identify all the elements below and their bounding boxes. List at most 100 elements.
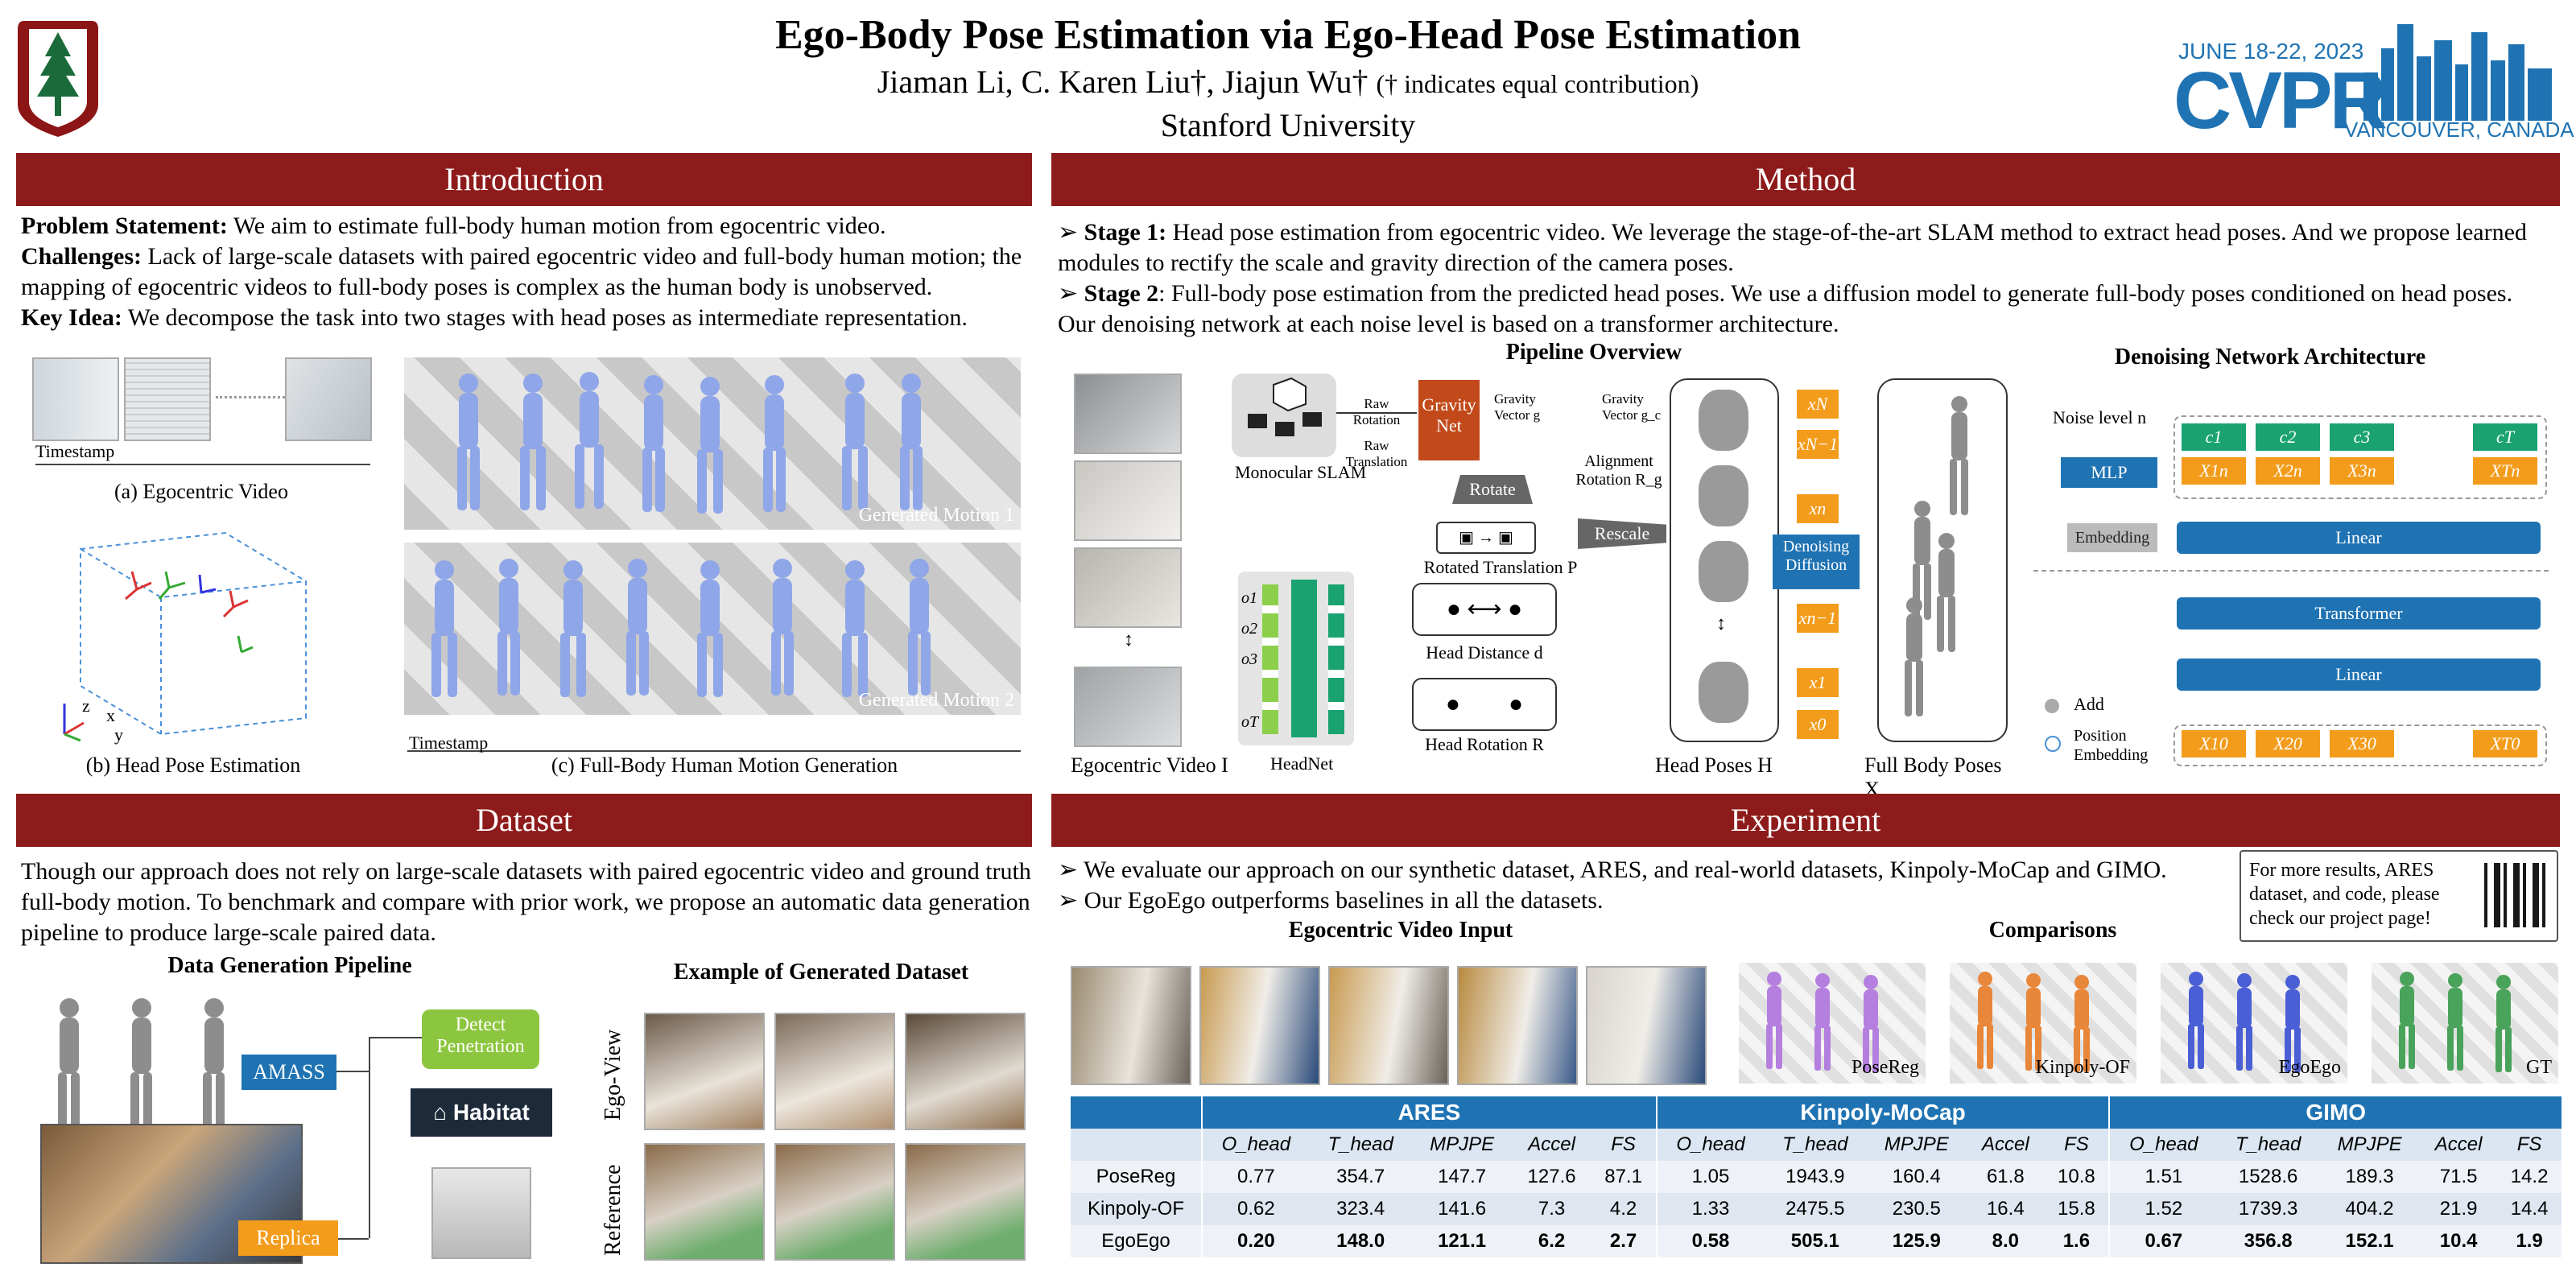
conf-name: CVPR <box>2174 56 2388 146</box>
caption-head-pose: (b) Head Pose Estimation <box>85 753 301 777</box>
gravity-net-box: Gravity Net <box>1418 380 1480 460</box>
table-cell: 71.5 <box>2420 1161 2498 1193</box>
row-method-name: EgoEgo <box>1071 1225 1202 1257</box>
video-frame <box>32 357 119 441</box>
data-gen-pipeline-title: Data Generation Pipeline <box>167 953 412 978</box>
challenges-label: Challenges: <box>21 243 142 270</box>
head-arrow: ↕ <box>1716 613 1726 634</box>
habitat-icon: ⌂ <box>433 1100 448 1125</box>
group-gimo: GIMO <box>2108 1096 2562 1129</box>
pipeline-diagram: ↕ Egocentric Video I Monocular SLAM Raw … <box>1063 369 2013 801</box>
keyidea-text: We decompose the task into two stages wi… <box>122 304 968 331</box>
cond-token-c1: c1 <box>2182 423 2246 451</box>
stage1-text: Head pose estimation from egocentric vid… <box>1058 219 2527 276</box>
table-cell: 10.8 <box>2044 1161 2110 1193</box>
rotate-box: Rotate <box>1452 475 1533 504</box>
clean-token-2: X20 <box>2256 730 2320 758</box>
table-cell: 61.8 <box>1967 1161 2045 1193</box>
problem-label: Problem Statement: <box>21 213 228 239</box>
obs-o3: o3 <box>1241 650 1257 668</box>
table-cell: 141.6 <box>1411 1193 1513 1225</box>
body-figure <box>2074 975 2090 1072</box>
noise-level-label: Noise level n <box>2053 407 2147 427</box>
metric-header: FS <box>2044 1129 2110 1161</box>
headnet-label: HeadNet <box>1270 753 1334 774</box>
comparison-label-kinpoly: Kinpoly-OF <box>2035 1057 2130 1078</box>
body-figure <box>1814 973 1831 1071</box>
table-cell: 16.4 <box>1967 1193 2045 1225</box>
generated-motion-2: Generated Motion 2 <box>404 543 1021 715</box>
table-cell: 505.1 <box>1764 1225 1867 1257</box>
table-cell: 1.52 <box>2108 1193 2218 1225</box>
experiment-bullet-2: Our EgoEgo outperforms baselines in all … <box>1058 886 2233 916</box>
token-xn-1: xn−1 <box>1797 604 1839 633</box>
mlp-box: MLP <box>2061 457 2157 488</box>
head-distance-box: ● ⟷ ● <box>1412 583 1557 636</box>
token-xN: xN <box>1797 390 1839 419</box>
head-poses-box: ↕ <box>1670 378 1779 742</box>
table-corner <box>1071 1096 1202 1129</box>
linear-top-box: Linear <box>2177 522 2541 554</box>
stage2-bullet: Stage 2: Full-body pose estimation from … <box>1058 279 2552 340</box>
ego-input-frame <box>1328 966 1449 1085</box>
keyidea-label: Key Idea: <box>21 304 122 331</box>
comparison-label-posereg: PoseReg <box>1852 1057 1919 1078</box>
ego-frame <box>1074 547 1182 628</box>
reference-label: Reference <box>601 1164 625 1256</box>
comparison-panel-posereg: PoseReg <box>1739 963 1926 1084</box>
comparison-panel-gt: GT <box>2372 963 2558 1084</box>
token-xn: xn <box>1797 494 1839 523</box>
caption-motion-generation: (c) Full-Body Human Motion Generation <box>551 753 898 777</box>
example-grid <box>644 1013 1030 1262</box>
head-shape <box>1699 662 1748 723</box>
stage1-label: Stage 1: <box>1084 219 1167 246</box>
transformer-box: Transformer <box>2177 597 2541 630</box>
table-cell: 6.2 <box>1512 1225 1591 1257</box>
axis-y-label: y <box>114 724 123 745</box>
example-dataset-title: Example of Generated Dataset <box>673 960 969 985</box>
noisy-token-3: X3n <box>2330 457 2394 485</box>
table-cell: 152.1 <box>2319 1225 2421 1257</box>
qr-text: For more results, ARES dataset, and code… <box>2249 860 2440 929</box>
denoising-diffusion-box: Denoising Diffusion <box>1773 535 1860 589</box>
ego-input-title: Egocentric Video Input <box>1288 918 1513 943</box>
timestamp-axis-c <box>407 750 1021 752</box>
headnet-out-col <box>1328 584 1344 734</box>
noisy-token-T: XTn <box>2473 457 2537 485</box>
legend-add-label: Add <box>2074 694 2104 714</box>
equal-contribution-note: († indicates equal contribution) <box>1376 69 1699 98</box>
head-shape <box>1699 390 1748 451</box>
clean-token-T: XT0 <box>2473 730 2537 758</box>
token-x0: x0 <box>1797 710 1839 739</box>
table-cell: 1528.6 <box>2217 1161 2320 1193</box>
table-row: Kinpoly-OF 0.62 323.4 141.6 7.3 4.2 1.33 2475.5… <box>1071 1193 2562 1225</box>
body-figure <box>1863 975 1879 1072</box>
raw-translation-label: Raw Translation <box>1345 438 1408 469</box>
poster-title: Ego-Body Pose Estimation via Ego-Head Po… <box>774 12 1802 58</box>
clean-token-3: X30 <box>2330 730 2394 758</box>
body-figure <box>2399 972 2415 1069</box>
video-frame <box>124 357 211 441</box>
cond-tokens-group <box>2174 415 2547 499</box>
kinpoly-figures <box>1977 972 2090 1072</box>
frame-gap-dots <box>216 396 290 398</box>
conf-dates: JUNE 18-22, 2023 <box>2178 39 2364 64</box>
camera-pair-box: ▣ → ▣ <box>1436 522 1536 554</box>
experiment-bullet-1: We evaluate our approach on our syntheti… <box>1058 855 2233 886</box>
reference-image <box>905 1143 1026 1261</box>
affiliation: Stanford University <box>1160 107 1416 143</box>
stage1-bullet: Stage 1: Head pose estimation from egoce… <box>1058 217 2552 279</box>
video-frame <box>285 357 372 441</box>
section-experiment: Experiment <box>1051 794 2560 847</box>
ego-input-frames <box>1071 966 1707 1085</box>
author-names: Jiaman Li, C. Karen Liu†, Jiajun Wu† <box>877 64 1368 100</box>
table-cell: 87.1 <box>1591 1161 1657 1193</box>
table-cell: 7.3 <box>1512 1193 1591 1225</box>
replica-box: Replica <box>238 1220 338 1256</box>
problem-text: We aim to estimate full-body human motio… <box>227 213 886 239</box>
table-cell: 125.9 <box>1866 1225 1967 1257</box>
obs-oT: oT <box>1241 713 1259 731</box>
metric-header: T_head <box>2217 1129 2320 1161</box>
table-row: EgoEgo 0.20 148.0 121.1 6.2 2.7 0.58 505.1 125.9… <box>1071 1225 2562 1257</box>
qr-code-icon <box>2475 857 2552 934</box>
